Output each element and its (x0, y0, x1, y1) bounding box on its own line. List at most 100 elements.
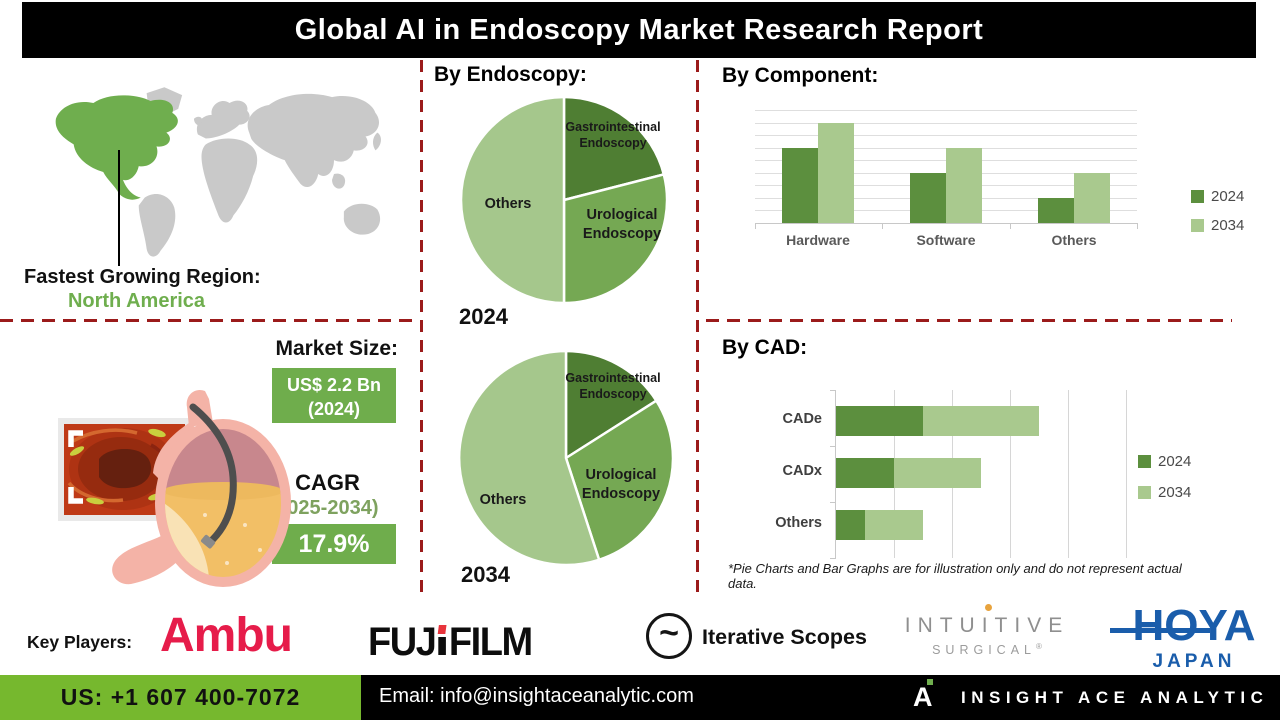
fujifilm-right: FILM (448, 620, 533, 664)
market-size-value: US$ 2.2 Bn (286, 375, 382, 395)
divider-horizontal-right (706, 319, 1232, 322)
registered-mark: ® (1036, 642, 1042, 651)
section-title-by-endoscopy: By Endoscopy: (434, 63, 587, 86)
legend-label-2024: 2024 (1211, 188, 1245, 205)
bar-software-2034 (946, 147, 982, 223)
hoya-bar-icon (1110, 628, 1210, 633)
legend-swatch-2024 (1138, 455, 1151, 468)
pie-label-gastro-2024: Gastrointestinal Endoscopy (565, 120, 661, 151)
pie-slice-others (457, 349, 601, 567)
map-north-america-highlight (55, 95, 178, 200)
market-size-heading: Market Size: (275, 337, 398, 360)
pie-label-others-2024: Others (484, 196, 532, 212)
scope-view-lumen (99, 448, 152, 489)
hoya-japan-label: JAPAN (1152, 651, 1236, 672)
fastest-growing-region-label: Fastest Growing Region: (24, 266, 261, 288)
axis-tick (830, 446, 836, 447)
cagr-period: (2025-2034) (269, 497, 379, 519)
logo-green-dot (927, 679, 933, 685)
axis-tick (830, 390, 836, 391)
axis-tick (830, 558, 836, 559)
axis-tick (1137, 223, 1138, 229)
map-south-america (138, 194, 176, 257)
bar-software-2024 (910, 172, 946, 223)
pie-slice-gastrointestinal-endoscopy (564, 349, 659, 461)
market-size-year: (2024) (307, 399, 361, 420)
gridline (755, 110, 1137, 111)
bar-others-2034 (1073, 172, 1110, 223)
world-map (55, 87, 381, 257)
phone-number: US: +1 607 400-7072 (60, 684, 301, 710)
logo-hoya: HOYA JAPAN (1110, 601, 1270, 673)
footer-bar: Email: info@insightaceanalytic.com A INS… (361, 675, 1280, 720)
pie-chart-endoscopy-2034 (457, 349, 675, 567)
logo-fujifilm: FUJ FILM (368, 620, 533, 665)
stomach-shape (112, 389, 291, 587)
bar-cadx-2024 (836, 458, 894, 488)
legend-item-2024: 2024 (1138, 453, 1191, 470)
fastest-growing-region-value: North America (67, 290, 206, 312)
legend-item-2034: 2034 (1138, 484, 1191, 501)
pie-label-uro-2024: Urological Endoscopy (582, 207, 662, 242)
gridline (755, 135, 1137, 137)
endoscopy-illustration (58, 389, 291, 587)
bar-cade-2034 (923, 406, 1039, 436)
insight-ace-brand: INSIGHT ACE ANALYTIC (961, 688, 1269, 707)
map-southeast-asia (332, 173, 346, 189)
legend-label-2024: 2024 (1158, 453, 1192, 470)
cad-category-others: Others (775, 515, 822, 531)
gridline (1010, 390, 1011, 558)
legend-swatch-2034 (1191, 219, 1204, 232)
bar-hardware-2024 (782, 147, 819, 223)
section-title-by-component: By Component: (722, 64, 879, 87)
pie-slice-urological-endoscopy (562, 172, 669, 305)
map-uk (193, 116, 203, 126)
component-legend: 2024 2034 (1191, 188, 1244, 234)
endoscope-tip (201, 534, 216, 549)
section-title-by-cad: By CAD: (722, 336, 808, 359)
logo-ambu: Ambu (160, 609, 293, 662)
hoya-wordmark: HOYA (1132, 601, 1256, 650)
scope-view-corner-brackets (68, 430, 83, 504)
cagr-label: CAGR (295, 470, 360, 495)
footer-phone: US: +1 607 400-7072 (0, 675, 361, 720)
bar-others-2024 (836, 510, 865, 540)
component-category-software: Software (916, 232, 976, 248)
map-europe (196, 100, 250, 139)
intuitive-orange-dot-icon (985, 604, 992, 611)
cad-legend: 2024 2034 (1138, 453, 1191, 501)
disclaimer-footnote: *Pie Charts and Bar Graphs are for illus… (728, 561, 1182, 591)
email-address: Email: info@insightaceanalytic.com (379, 685, 694, 707)
endoscope-tube (189, 403, 237, 547)
iterative-scopes-tilde-icon: ~ (646, 613, 692, 659)
map-australia (343, 203, 381, 235)
map-japan (372, 132, 381, 151)
cad-category-cade: CADe (782, 411, 822, 427)
surgical-wordmark: SURGICAL® (932, 642, 1042, 658)
gridline (1126, 390, 1127, 558)
legend-item-2034: 2034 (1191, 217, 1244, 234)
pie-slice-gastrointestinal-endoscopy (562, 95, 666, 202)
pie-chart-endoscopy-2024 (459, 95, 669, 305)
bar-others-2034 (865, 510, 923, 540)
axis-tick (882, 223, 884, 229)
key-players-label: Key Players: (27, 632, 133, 652)
gridline (755, 122, 1137, 124)
axis-tick (830, 502, 836, 503)
legend-swatch-2024 (1191, 190, 1204, 203)
cad-category-cadx: CADx (782, 463, 822, 479)
pie-slice-others (459, 95, 566, 305)
bar-cadx-2034 (894, 458, 981, 488)
map-pointer-line (118, 150, 120, 266)
pie-year-2034: 2034 (461, 562, 510, 587)
intuitive-wordmark: INTUITIVE (904, 614, 1070, 637)
bar-hardware-2034 (818, 122, 855, 223)
pie-label-gastro-2034: Gastrointestinal Endoscopy (565, 371, 661, 402)
logo-intuitive-surgical: INTUITIVE SURGICAL® (897, 604, 1077, 658)
pie-label-others-2034: Others (479, 492, 527, 508)
component-bar-chart (755, 110, 1138, 229)
divider-vertical-right (696, 60, 699, 593)
component-category-others: Others (1051, 232, 1097, 248)
legend-label-2034: 2034 (1158, 484, 1192, 501)
